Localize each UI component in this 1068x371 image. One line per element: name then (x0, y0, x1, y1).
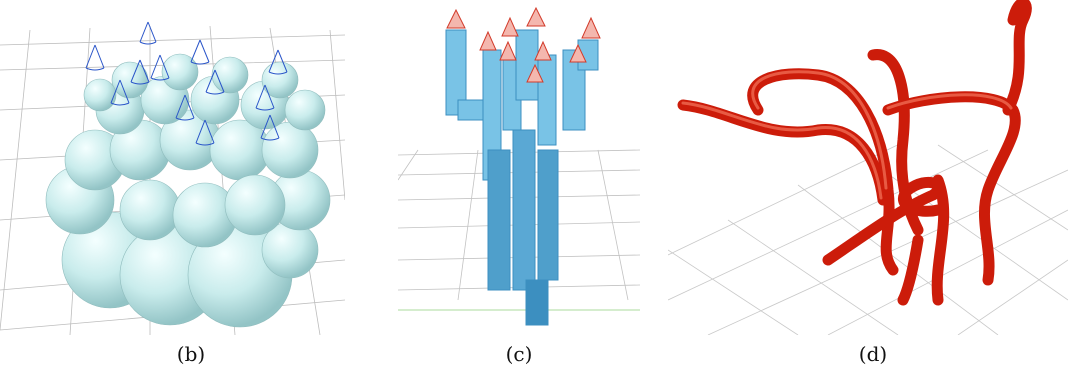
caption-c: (c) (505, 342, 533, 366)
panel-c-render (398, 0, 640, 335)
panel-d-image (668, 0, 1068, 335)
cone-markers (85, 21, 288, 146)
vessel-network (677, 0, 1032, 306)
branch-structure (445, 29, 599, 326)
caption-b: (b) (176, 342, 206, 366)
panel-d-render (668, 0, 1068, 335)
caption-d: (d) (858, 342, 888, 366)
cone-markers (446, 6, 601, 83)
panel-b-render (0, 0, 345, 335)
sphere-cluster (45, 53, 331, 328)
panel-b-image (0, 21, 345, 335)
panel-c-image (398, 6, 640, 326)
